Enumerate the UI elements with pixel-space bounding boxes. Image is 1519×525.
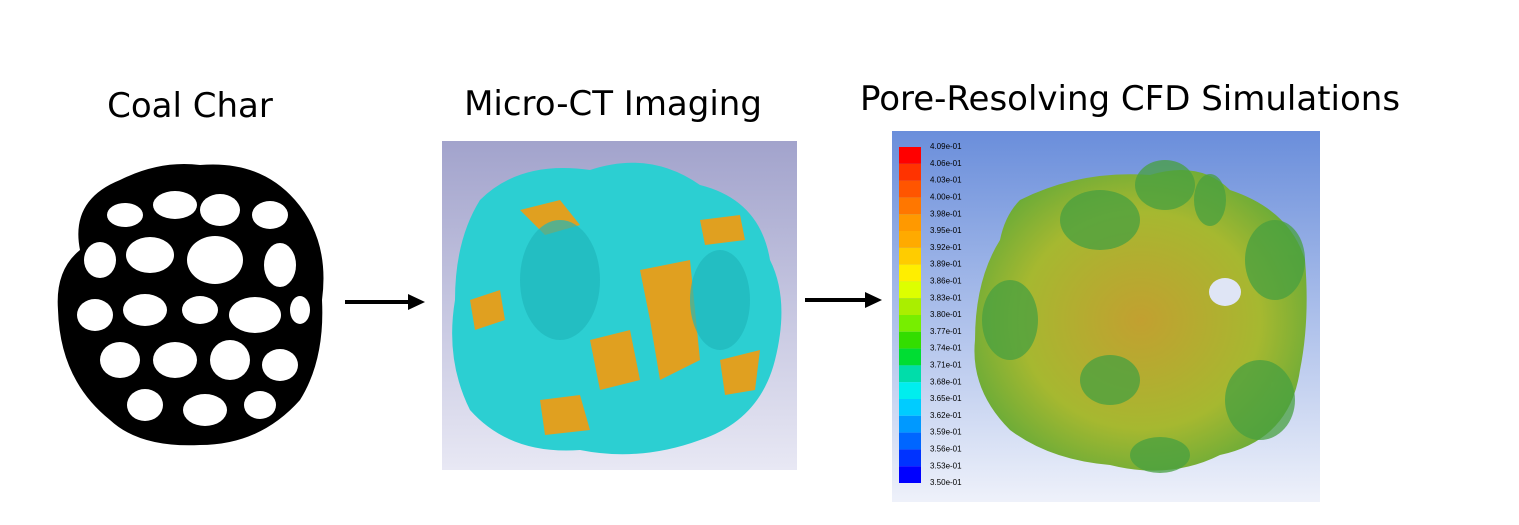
colorbar-label: 3.95e-01 (930, 226, 962, 235)
colorbar-swatch (899, 298, 921, 315)
colorbar-label: 4.09e-01 (930, 142, 962, 151)
colorbar-label: 3.80e-01 (930, 310, 962, 319)
colorbar-label: 3.83e-01 (930, 293, 962, 302)
micro-ct-image (442, 141, 797, 470)
colorbar-label: 3.86e-01 (930, 277, 962, 286)
colorbar-label: 3.56e-01 (930, 445, 962, 454)
colorbar-swatch (899, 348, 921, 366)
arrow (345, 294, 425, 310)
colorbar-swatch (899, 382, 921, 399)
colorbar-swatch (899, 163, 921, 181)
panel-title: Coal Char (107, 86, 273, 126)
colorbar-swatch (899, 147, 921, 164)
coal-char-image (57, 164, 324, 446)
colorbar-label: 3.71e-01 (930, 361, 962, 370)
arrow (805, 292, 882, 308)
colorbar-label: 3.59e-01 (930, 428, 962, 437)
colorbar-swatch (899, 432, 921, 450)
colorbar-label: 3.50e-01 (930, 478, 962, 487)
panel-title: Micro-CT Imaging (464, 84, 762, 124)
colorbar-label: 3.77e-01 (930, 327, 962, 336)
colorbar-swatch (899, 331, 921, 349)
colorbar-label: 3.53e-01 (930, 461, 962, 470)
colorbar-swatch (899, 231, 921, 248)
colorbar-label: 3.92e-01 (930, 243, 962, 252)
colorbar-swatch (899, 180, 921, 198)
colorbar-label: 4.06e-01 (930, 159, 962, 168)
colorbar-swatch (899, 399, 921, 416)
colorbar: 4.09e-01 4.06e-01 4.03e-01 4.00e-01 3.98e-01… (899, 142, 962, 487)
colorbar-swatch (899, 264, 921, 282)
colorbar-swatch (899, 466, 921, 483)
colorbar-label: 3.62e-01 (930, 411, 962, 420)
colorbar-label: 3.98e-01 (930, 209, 962, 218)
colorbar-label: 4.03e-01 (930, 176, 962, 185)
colorbar-label: 3.89e-01 (930, 260, 962, 269)
colorbar-label: 4.00e-01 (930, 193, 962, 202)
colorbar-swatch (899, 315, 921, 332)
cfd-image: 4.09e-01 4.06e-01 4.03e-01 4.00e-01 3.98e-01… (892, 131, 1320, 502)
colorbar-label: 3.74e-01 (930, 344, 962, 353)
panel-title: Pore-Resolving CFD Simulations (860, 79, 1400, 119)
colorbar-label: 3.68e-01 (930, 377, 962, 386)
colorbar-swatch (899, 449, 921, 467)
colorbar-swatch (899, 365, 921, 383)
colorbar-label: 3.65e-01 (930, 394, 962, 403)
colorbar-swatch (899, 281, 921, 299)
colorbar-swatch (899, 415, 921, 433)
colorbar-swatch (899, 247, 921, 265)
colorbar-swatch (899, 214, 921, 231)
colorbar-swatch (899, 197, 921, 215)
